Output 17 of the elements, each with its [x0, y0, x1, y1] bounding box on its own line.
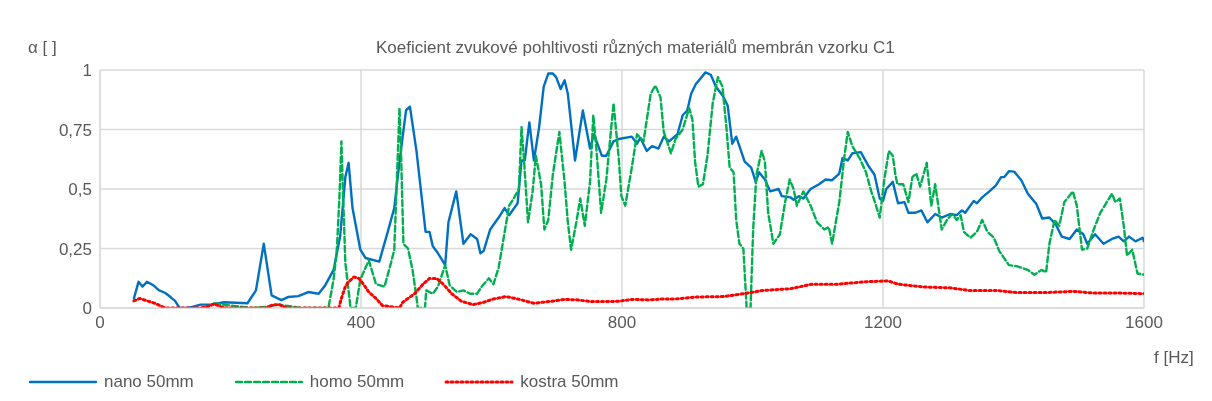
x-tick-label: 0 — [95, 313, 105, 333]
y-tick-label: 0,75 — [58, 120, 92, 140]
y-tick-label: 0,5 — [68, 180, 92, 200]
x-tick-label: 1600 — [1125, 313, 1163, 333]
legend-label: homo 50mm — [309, 372, 405, 392]
y-tick-label: 1 — [82, 61, 92, 81]
x-tick-label: 400 — [346, 313, 376, 333]
x-axis-title: f [Hz] — [1154, 348, 1194, 368]
chart-title: Koeficient zvukové pohltivosti různých materiálů membrán vzorku C1 — [376, 38, 895, 58]
x-tick-label: 800 — [607, 313, 637, 333]
legend-label: nano 50mm — [104, 372, 194, 392]
legend-label: kostra 50mm — [520, 372, 619, 392]
line-series — [132, 275, 1144, 308]
y-axis-title: α [ ] — [28, 38, 57, 58]
y-tick-label: 0,25 — [58, 239, 92, 259]
y-tick-label: 0 — [82, 299, 92, 319]
x-tick-label: 1200 — [864, 313, 902, 333]
